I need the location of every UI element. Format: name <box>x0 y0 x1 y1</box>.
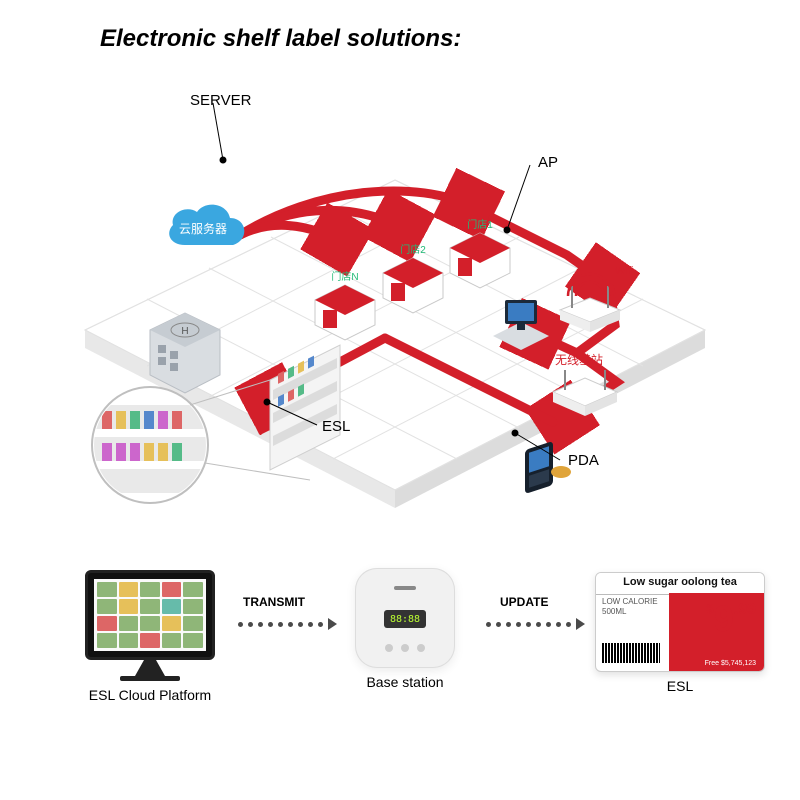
esl-size: 500ML <box>602 607 626 616</box>
esl-tag-icon: Low sugar oolong tea LOW CALORIE 500ML $… <box>595 572 765 672</box>
flow-caption: Base station <box>345 674 465 690</box>
isometric-diagram: 云服务器 门店1 门店2 门店N H <box>55 70 735 540</box>
svg-text:门店2: 门店2 <box>400 243 426 256</box>
svg-text:门店N: 门店N <box>331 270 358 283</box>
cloud-server-icon: 云服务器 <box>169 205 244 245</box>
flow-item-esl: Low sugar oolong tea LOW CALORIE 500ML $… <box>590 572 770 694</box>
iso-svg: 云服务器 门店1 门店2 门店N H <box>55 70 735 540</box>
flow-item-platform: ESL Cloud Platform <box>65 570 235 703</box>
dots-arrow-icon <box>486 618 586 630</box>
callout-pda: PDA <box>568 452 599 469</box>
flow-caption: ESL <box>590 678 770 694</box>
esl-subtitle: LOW CALORIE <box>602 597 658 606</box>
flow-step-update: UPDATE <box>500 595 548 609</box>
svg-text:门店1: 门店1 <box>467 218 493 231</box>
page-title: Electronic shelf label solutions: <box>100 25 461 53</box>
svg-text:Wifi: Wifi <box>615 265 633 277</box>
barcode-icon <box>602 643 660 663</box>
bottom-flow: ESL Cloud Platform TRANSMIT 88:88 Base s… <box>0 560 800 780</box>
flow-item-base: 88:88 Base station <box>345 568 465 690</box>
base-station-icon: 88:88 <box>355 568 455 668</box>
dots-arrow-icon <box>238 618 338 630</box>
esl-product: Low sugar oolong tea <box>596 573 764 595</box>
callout-esl: ESL <box>322 418 350 435</box>
callout-ap: AP <box>538 154 558 171</box>
flow-caption: ESL Cloud Platform <box>65 687 235 703</box>
cloud-label: 云服务器 <box>179 221 227 236</box>
pda-device-icon <box>525 441 571 494</box>
callout-server: SERVER <box>190 92 251 109</box>
svg-text:无线基站: 无线基站 <box>555 353 603 367</box>
base-lcd: 88:88 <box>384 610 426 628</box>
monitor-icon <box>85 570 215 660</box>
svg-text:H: H <box>181 326 188 337</box>
esl-fineprint: Free $5,745,123 <box>705 660 756 667</box>
esl-price: $9.99 <box>706 601 756 637</box>
flow-step-transmit: TRANSMIT <box>243 595 305 609</box>
